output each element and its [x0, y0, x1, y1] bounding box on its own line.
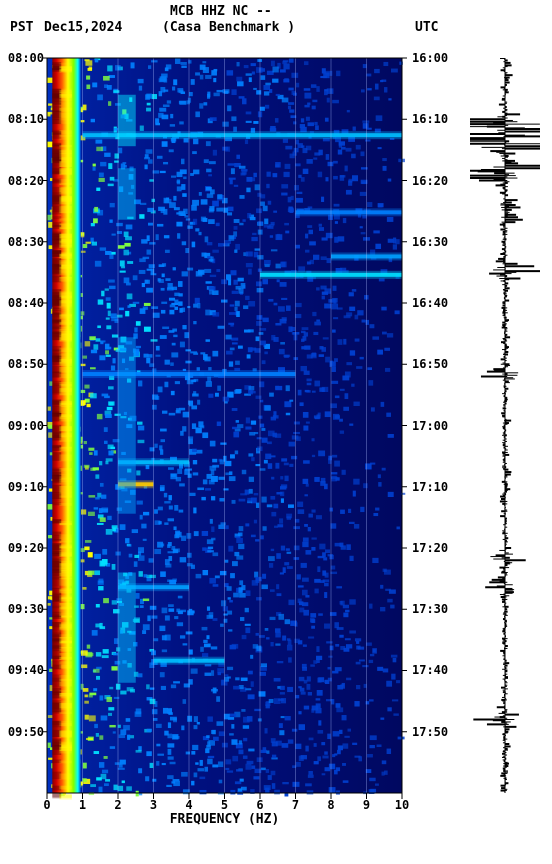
y-left-tick-label: 09:50	[8, 725, 44, 739]
waveform-trace	[470, 58, 540, 793]
y-right-tick-label: 17:20	[412, 541, 448, 555]
x-tick-label: 5	[221, 798, 228, 812]
station-subtitle: (Casa Benchmark )	[162, 20, 295, 35]
x-tick-label: 0	[43, 798, 50, 812]
y-left-tick-label: 08:40	[8, 296, 44, 310]
x-tick-label: 3	[150, 798, 157, 812]
y-left-tick-label: 08:50	[8, 357, 44, 371]
x-tick-label: 7	[292, 798, 299, 812]
spectrogram-canvas	[47, 58, 402, 793]
y-left-tick-label: 08:10	[8, 112, 44, 126]
y-right-tick-label: 17:50	[412, 725, 448, 739]
spectrogram-plot	[47, 58, 402, 793]
x-tick-label: 1	[79, 798, 86, 812]
y-left-tick-label: 08:00	[8, 51, 44, 65]
y-left-tick-label: 08:30	[8, 235, 44, 249]
y-left-tick-label: 09:20	[8, 541, 44, 555]
y-left-tick-label: 09:30	[8, 602, 44, 616]
y-right-tick-label: 17:10	[412, 480, 448, 494]
y-left-tick-label: 09:00	[8, 419, 44, 433]
y-left-tick-label: 08:20	[8, 174, 44, 188]
x-tick-label: 2	[114, 798, 121, 812]
y-right-tick-label: 16:40	[412, 296, 448, 310]
timezone-left-label: PST	[10, 20, 33, 35]
y-right-tick-label: 16:10	[412, 112, 448, 126]
y-right-tick-label: 16:20	[412, 174, 448, 188]
x-axis-title: FREQUENCY (HZ)	[47, 812, 402, 827]
x-tick-label: 9	[363, 798, 370, 812]
y-right-tick-label: 16:50	[412, 357, 448, 371]
y-left-tick-label: 09:10	[8, 480, 44, 494]
x-tick-label: 8	[327, 798, 334, 812]
y-right-tick-label: 17:30	[412, 602, 448, 616]
station-title: MCB HHZ NC --	[170, 4, 272, 19]
x-tick-label: 6	[256, 798, 263, 812]
y-right-tick-label: 16:30	[412, 235, 448, 249]
x-tick-label: 10	[395, 798, 409, 812]
y-right-tick-label: 17:40	[412, 663, 448, 677]
y-right-tick-label: 17:00	[412, 419, 448, 433]
y-axis-right-labels: 16:0016:1016:2016:3016:4016:5017:0017:10…	[412, 58, 452, 793]
y-left-tick-label: 09:40	[8, 663, 44, 677]
date-label: Dec15,2024	[44, 20, 122, 35]
y-axis-left-labels: 08:0008:1008:2008:3008:4008:5009:0009:10…	[4, 58, 44, 793]
y-right-tick-label: 16:00	[412, 51, 448, 65]
x-tick-label: 4	[185, 798, 192, 812]
waveform-canvas	[470, 58, 540, 793]
timezone-right-label: UTC	[415, 20, 438, 35]
